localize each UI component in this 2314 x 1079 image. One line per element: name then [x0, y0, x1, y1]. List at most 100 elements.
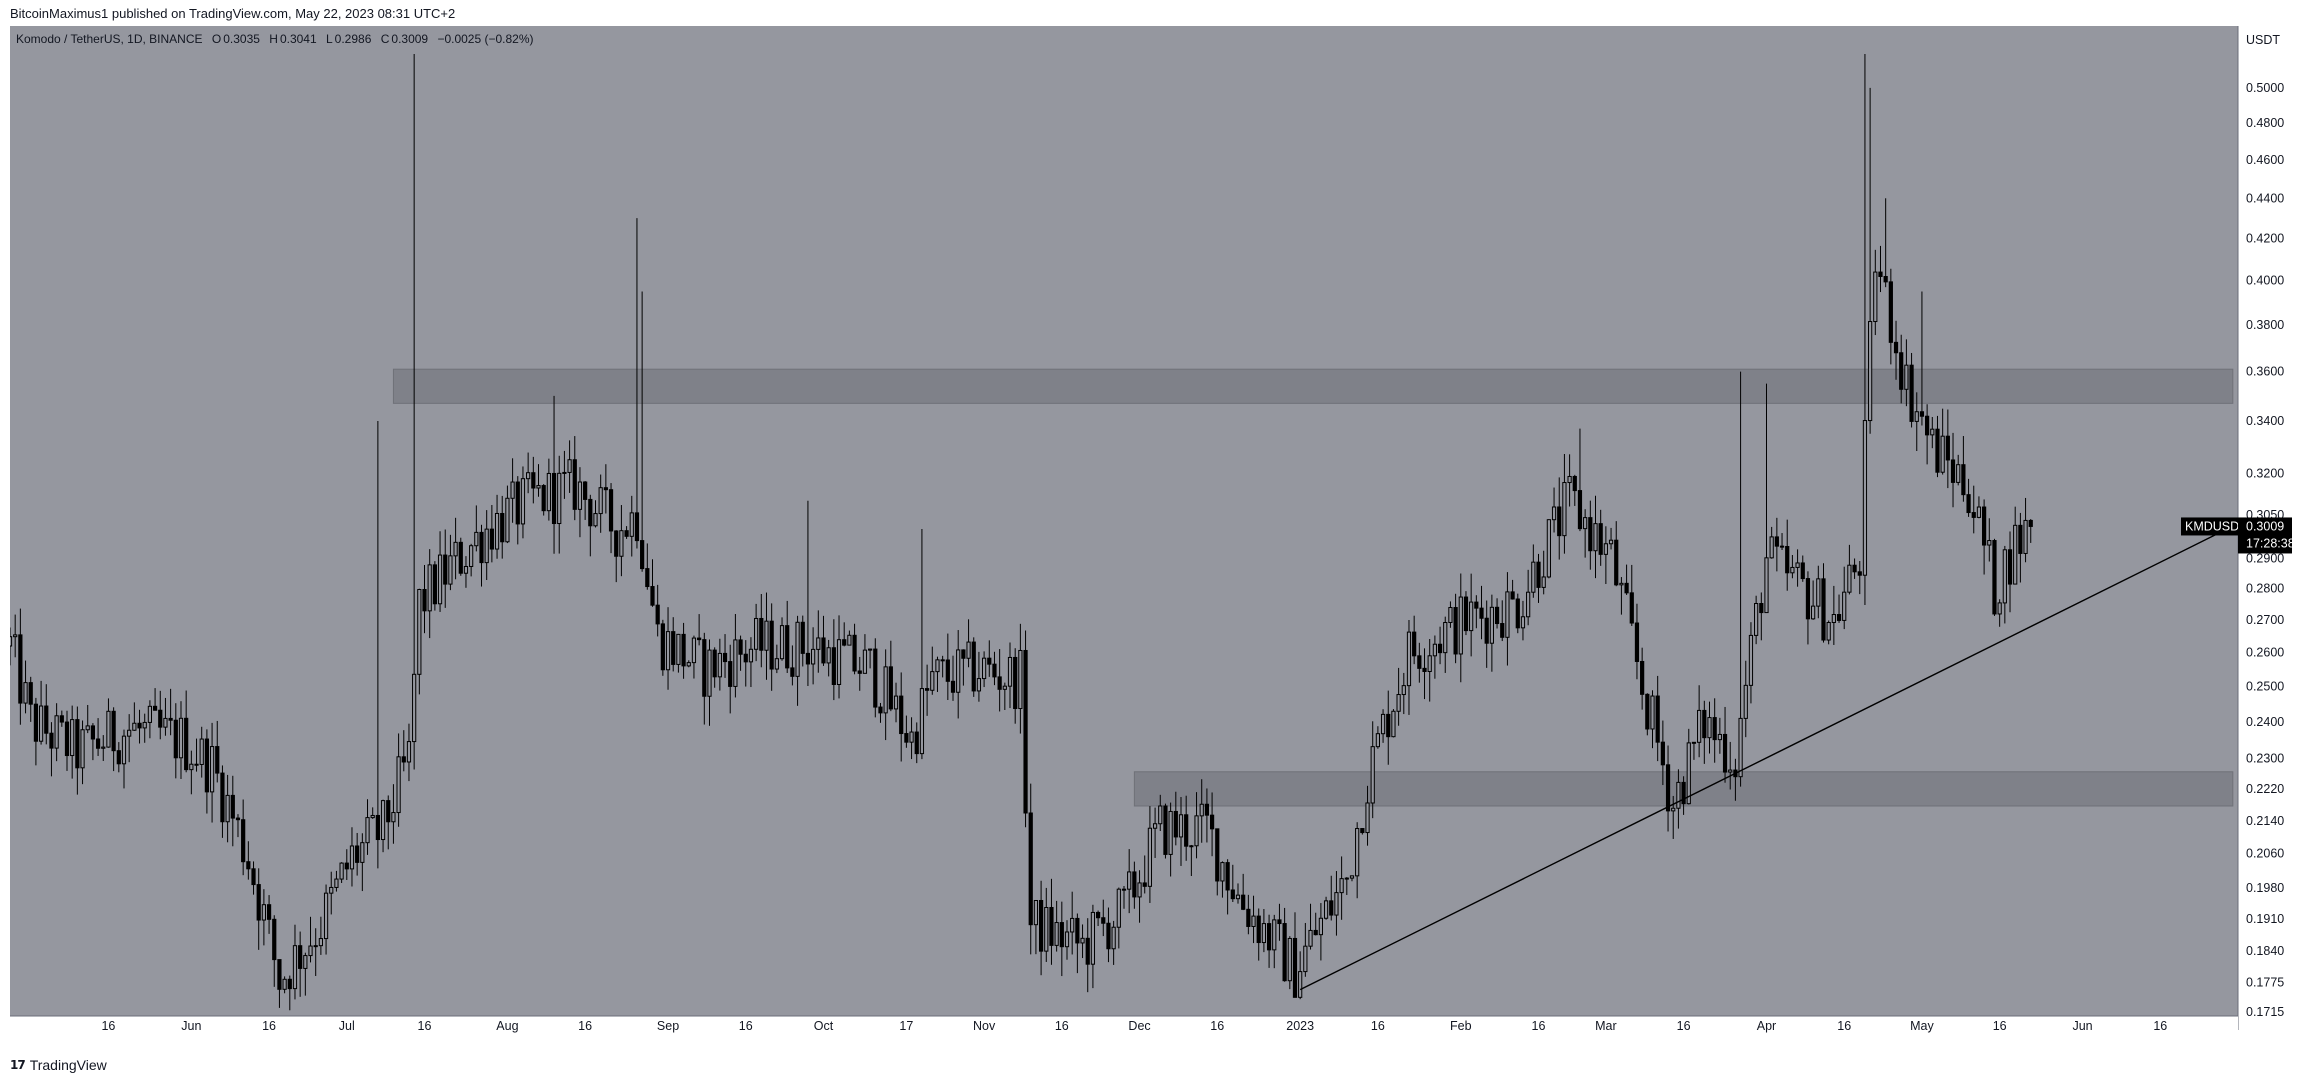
y-tick-label: 0.1980	[2246, 881, 2284, 895]
candle-body	[1106, 922, 1111, 950]
candle-body	[412, 673, 417, 743]
candle-body	[1826, 622, 1831, 641]
candle-body	[1075, 917, 1080, 944]
candle-body	[422, 588, 427, 612]
time-axis-background	[10, 1016, 2238, 1056]
candle-body	[769, 620, 774, 670]
candle-body	[1013, 656, 1018, 710]
candle-body	[1536, 561, 1541, 588]
candle-body	[121, 735, 127, 765]
candle-body	[1334, 892, 1339, 916]
candle-body	[1251, 915, 1256, 927]
time-axis[interactable]: 16 Jun 16 Jul 16 Aug 16 Sep 16 Oct 17 Nov 16 Dec 16 202…	[10, 1015, 2238, 1056]
candle-body	[313, 945, 318, 948]
candle-body	[2013, 524, 2018, 585]
candle-body	[702, 639, 707, 697]
plot-background	[10, 26, 2238, 1016]
candle-body	[1847, 564, 1852, 593]
candle-body	[334, 878, 339, 888]
candle-body	[1370, 746, 1375, 804]
candle-body	[583, 481, 588, 500]
x-tick-label: Jun	[2072, 1019, 2092, 1033]
candle-body	[981, 657, 987, 680]
candle-body	[1220, 862, 1225, 882]
candle-body	[1044, 907, 1049, 952]
candle-body	[1608, 539, 1614, 545]
candle-body	[256, 884, 261, 921]
candle-body	[1474, 601, 1479, 609]
candle-body	[655, 604, 660, 625]
x-tick-label: 17	[899, 1019, 913, 1033]
candle-body	[1691, 741, 1697, 744]
candle-body	[847, 634, 852, 646]
candle-body	[1427, 655, 1432, 672]
tradingview-logo[interactable]: 17 TradingView	[10, 1057, 107, 1073]
y-tick-label: 0.3800	[2246, 318, 2284, 332]
badge-symbol-background	[2181, 517, 2238, 536]
candle-body	[1940, 435, 1945, 473]
candle-body	[1349, 875, 1355, 879]
candle-body	[1520, 616, 1526, 629]
candle-body	[1551, 506, 1557, 521]
candle-body	[1204, 803, 1210, 816]
candle-body	[1588, 517, 1593, 552]
candle-body	[1681, 781, 1686, 805]
candle-body	[116, 750, 121, 765]
candle-body	[956, 649, 961, 693]
candle-body	[453, 541, 458, 557]
candle-body	[365, 817, 370, 844]
candle-body	[1660, 741, 1665, 766]
candle-body	[1463, 596, 1469, 632]
candle-body	[1028, 812, 1033, 926]
candle-body	[1738, 717, 1743, 778]
y-tick-label: 0.1775	[2246, 975, 2284, 989]
candle-body	[2002, 549, 2007, 604]
x-tick-label: 16	[1837, 1019, 1851, 1033]
y-tick-label: 0.2600	[2246, 646, 2284, 660]
candle-body	[178, 717, 184, 759]
price-chart[interactable]: Komodo / TetherUS, 1D, BINANCE O 0.3035 H…	[10, 26, 2292, 1056]
candle-body	[1888, 281, 1893, 343]
candle-body	[329, 886, 334, 894]
candle-body	[1386, 713, 1391, 738]
x-tick-label: 16	[1993, 1019, 2007, 1033]
candle-body	[1945, 435, 1950, 461]
candle-body	[1961, 464, 1966, 496]
candle-body	[1406, 631, 1412, 687]
candle-body	[1085, 937, 1090, 965]
candle-body	[1158, 805, 1163, 825]
candle-body	[1614, 539, 1619, 586]
candle-body	[743, 653, 748, 663]
candle-body	[505, 497, 510, 543]
candle-body	[1743, 684, 1748, 719]
candle-body	[1033, 899, 1039, 926]
candle-body	[510, 481, 515, 499]
candle-body	[717, 652, 722, 678]
candle-body	[339, 862, 344, 880]
y-tick-label: 0.3400	[2246, 414, 2284, 428]
candle-body	[1857, 571, 1862, 576]
candle-body	[738, 639, 743, 655]
candle-body	[1624, 582, 1629, 594]
candle-body	[1453, 607, 1458, 655]
candle-body	[1748, 634, 1754, 686]
badge-price-background	[2238, 517, 2292, 554]
candle-body	[624, 530, 629, 537]
candle-body	[930, 671, 935, 691]
candle-body	[1432, 643, 1437, 657]
candle-body	[386, 800, 391, 823]
candle-body	[1095, 911, 1101, 919]
candle-body	[479, 531, 484, 564]
candle-body	[603, 487, 608, 491]
candle-body	[1007, 656, 1013, 687]
y-tick-label: 0.2400	[2246, 715, 2284, 729]
candle-body	[1282, 923, 1287, 982]
candle-body	[111, 710, 116, 752]
candle-body	[220, 772, 225, 823]
candle-body	[551, 472, 557, 525]
candle-body	[1375, 733, 1380, 748]
candle-body	[868, 648, 873, 651]
candle-body	[1950, 459, 1956, 483]
candle-body	[987, 657, 992, 665]
candle-body	[883, 666, 888, 714]
